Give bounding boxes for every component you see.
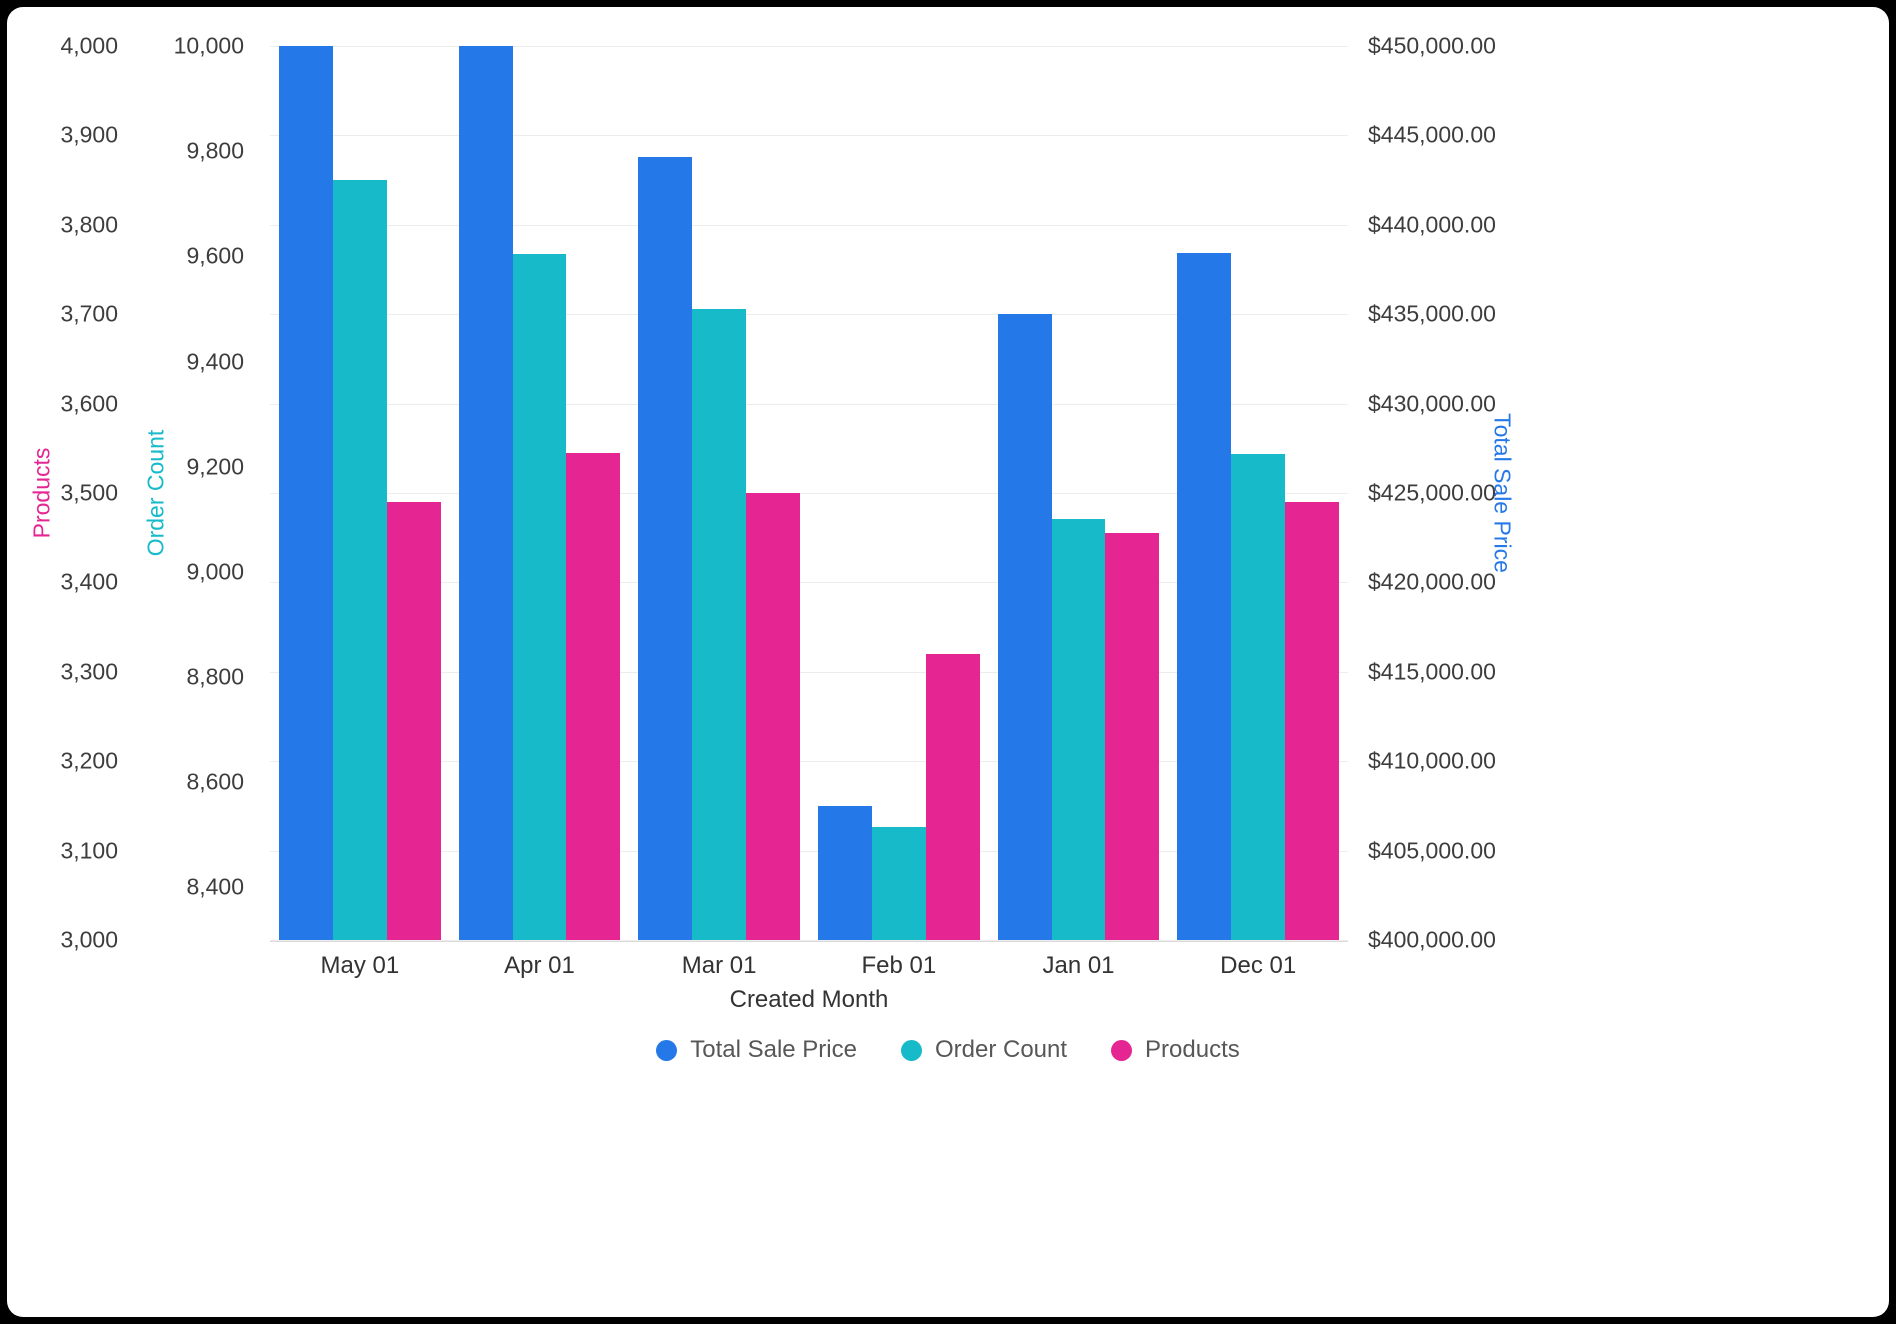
bar-products-feb-01[interactable] [925,653,980,940]
bar-orders-apr-01[interactable] [512,253,567,940]
gridline [270,761,1348,763]
products-tick-label: 4,000 [60,32,118,59]
bar-price-dec-01[interactable] [1177,253,1232,940]
orders-tick-label: 9,000 [186,558,244,585]
x-axis-title: Created Month [729,986,889,1013]
bar-price-feb-01[interactable] [817,805,872,940]
bar-price-may-01[interactable] [278,46,333,940]
x-category-label: Feb 01 [861,952,937,979]
products-tick-label: 3,500 [60,479,118,506]
x-axis-tick-labels: May 01 Apr 01 Mar 01 Feb 01 Jan 01 Dec 01 [270,952,1348,982]
x-category-label: Apr 01 [504,952,575,979]
orders-tick-label: 10,000 [173,32,244,59]
bar-orders-may-01[interactable] [332,180,387,940]
bar-orders-dec-01[interactable] [1231,453,1286,940]
bar-products-may-01[interactable] [386,501,441,940]
order-count-axis-ticks: 8,400 8,600 8,800 9,000 9,200 9,400 9,600 9,800… [158,33,244,940]
products-tick-label: 3,300 [60,658,118,685]
products-tick-label: 3,100 [60,837,118,864]
products-tick-label: 3,400 [60,568,118,595]
price-tick-label: $400,000.00 [1368,926,1496,953]
products-tick-label: 3,600 [60,390,118,417]
bar-products-jan-01[interactable] [1105,533,1160,940]
price-tick-label: $430,000.00 [1368,390,1496,417]
products-tick-label: 3,900 [60,121,118,148]
gridline [270,135,1348,137]
x-category-label: Dec 01 [1220,952,1297,979]
bar-products-dec-01[interactable] [1285,501,1339,940]
orders-tick-label: 8,600 [186,768,244,795]
gridline [270,493,1348,494]
orders-tick-label: 8,400 [186,873,244,900]
products-tick-label: 3,800 [60,211,118,238]
price-tick-label: $415,000.00 [1368,658,1496,685]
gridline [270,671,1348,673]
x-category-label: Jan 01 [1042,952,1115,979]
price-tick-label: $405,000.00 [1368,837,1496,864]
products-tick-label: 3,200 [60,747,118,774]
plot-area [270,46,1348,942]
gridline [270,403,1348,405]
legend-marker-icon [1111,1039,1133,1061]
price-tick-label: $410,000.00 [1368,747,1496,774]
products-tick-label: 3,000 [60,926,118,953]
price-tick-label: $450,000.00 [1368,32,1496,59]
orders-tick-label: 9,600 [186,242,244,269]
bar-price-jan-01[interactable] [997,314,1052,940]
orders-tick-label: 9,400 [186,348,244,375]
x-category-label: Mar 01 [681,952,757,979]
gridline [270,46,1348,47]
legend-label: Order Count [934,1036,1068,1063]
products-tick-label: 3,700 [60,300,118,327]
legend-label: Total Sale Price [690,1036,857,1063]
x-category-label: May 01 [320,952,400,979]
orders-tick-label: 9,800 [186,137,244,164]
total-sale-price-axis-ticks: $400,000.00 $405,000.00 $410,000.00 $415,00… [1368,33,1538,953]
bar-products-mar-01[interactable] [746,493,800,940]
legend-label: Products [1145,1036,1240,1063]
legend-marker-icon [900,1039,922,1061]
price-tick-label: $440,000.00 [1368,211,1496,238]
price-tick-label: $425,000.00 [1368,479,1496,506]
gridline [270,582,1348,584]
bar-orders-feb-01[interactable] [871,826,926,940]
gridline [270,224,1348,226]
legend-item-order-count[interactable]: Order Count [900,1036,1068,1064]
bar-orders-jan-01[interactable] [1051,519,1106,940]
legend-item-total-sale-price[interactable]: Total Sale Price [656,1036,857,1064]
price-tick-label: $420,000.00 [1368,568,1496,595]
gridline [270,314,1348,316]
bar-price-mar-01[interactable] [638,156,693,940]
products-axis-ticks: 3,000 3,100 3,200 3,300 3,400 3,500 3,600 3,700… [44,33,118,953]
legend-item-products[interactable]: Products [1111,1036,1240,1064]
bar-orders-mar-01[interactable] [692,308,747,940]
orders-tick-label: 9,200 [186,453,244,480]
bar-price-apr-01[interactable] [458,46,513,940]
gridline [270,940,1348,941]
legend-marker-icon [656,1039,678,1061]
bar-products-apr-01[interactable] [566,452,621,940]
price-tick-label: $445,000.00 [1368,121,1496,148]
orders-tick-label: 8,800 [186,663,244,690]
price-tick-label: $435,000.00 [1368,300,1496,327]
gridline [270,850,1348,852]
legend: Total Sale Price Order Count Products [0,1030,1896,1070]
